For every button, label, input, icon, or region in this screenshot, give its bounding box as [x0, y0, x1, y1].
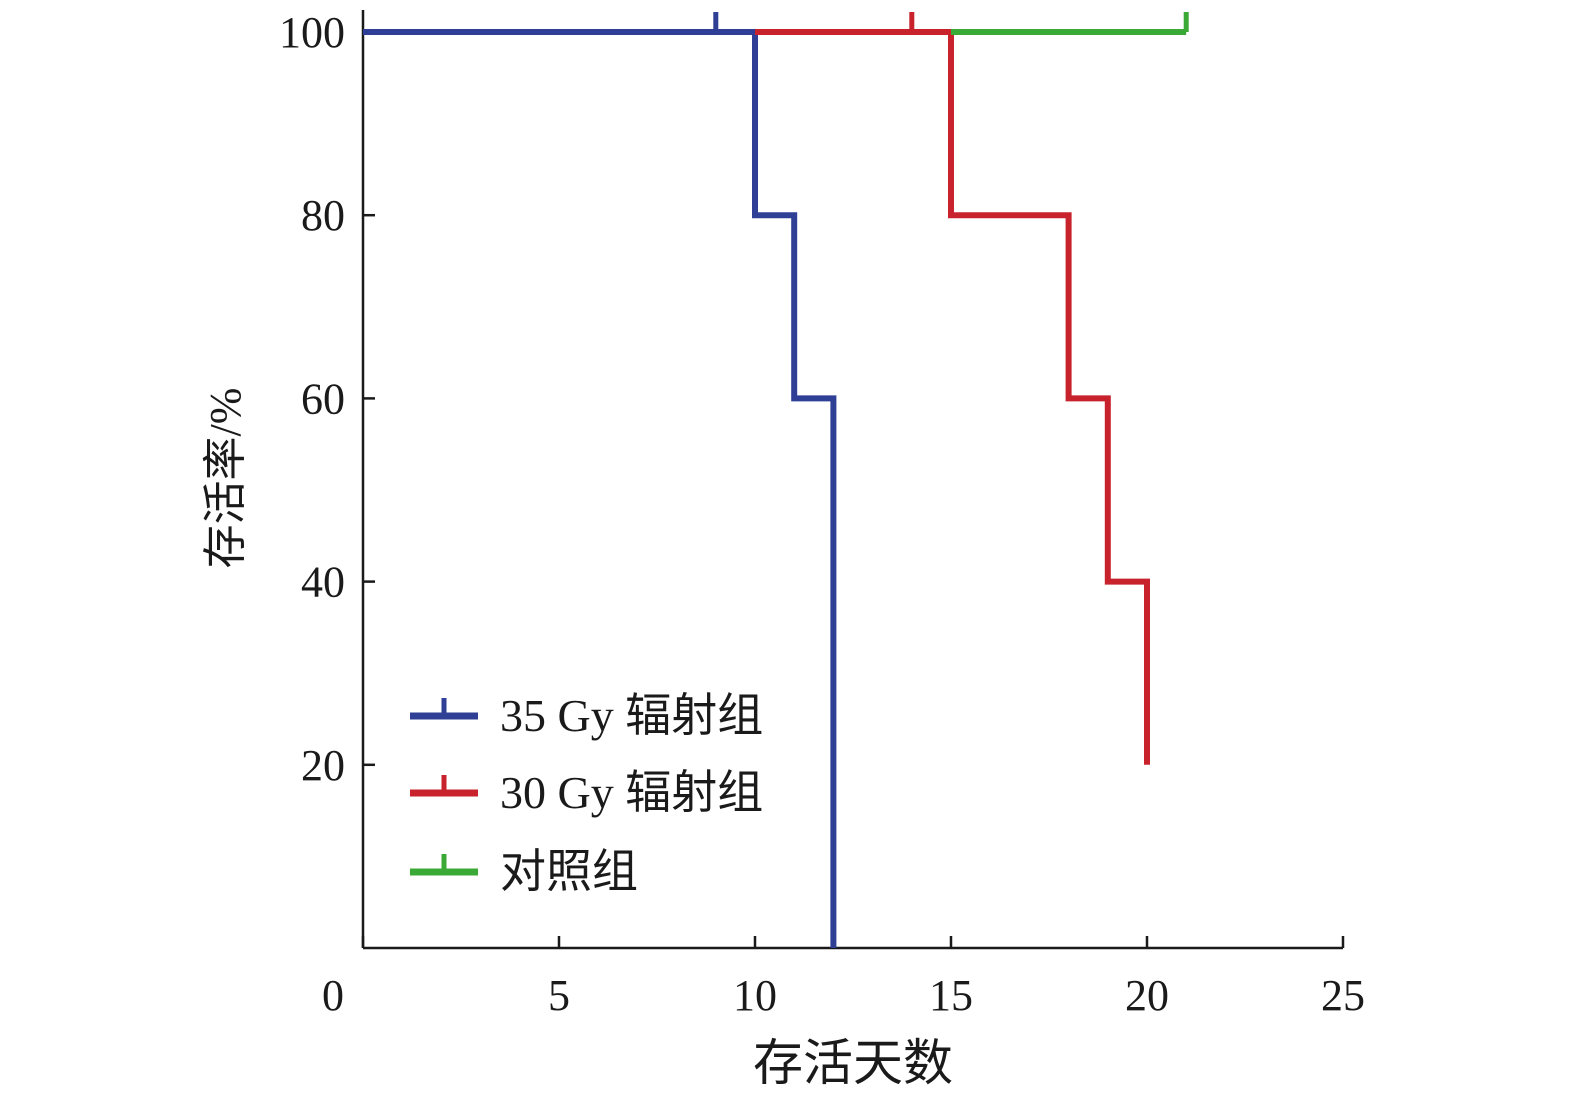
legend-label: 对照组	[500, 846, 638, 897]
x-tick-label: 5	[548, 971, 570, 1020]
y-tick-label: 80	[301, 191, 345, 240]
x-tick-label: 20	[1125, 971, 1169, 1020]
series-group	[363, 12, 1189, 948]
y-tick-label: 60	[301, 374, 345, 423]
x-tick-label: 10	[733, 971, 777, 1020]
y-tick-label: 100	[279, 8, 345, 57]
axes: 0 5 10 15 20 25 20 40 60 80 100	[279, 8, 1365, 1020]
x-axis-title: 存活天数	[753, 1035, 953, 1091]
y-axis-title: 存活率/%	[201, 388, 250, 569]
legend-label: 30 Gy 辐射组	[500, 767, 763, 818]
x-tick-label: 0	[322, 971, 344, 1020]
x-tick-label: 25	[1321, 971, 1365, 1020]
series-line-2	[755, 29, 1150, 765]
x-tick-label: 15	[929, 971, 973, 1020]
y-tick-label: 20	[301, 741, 345, 790]
y-tick-label: 40	[301, 558, 345, 607]
legend-label: 35 Gy 辐射组	[500, 690, 763, 741]
